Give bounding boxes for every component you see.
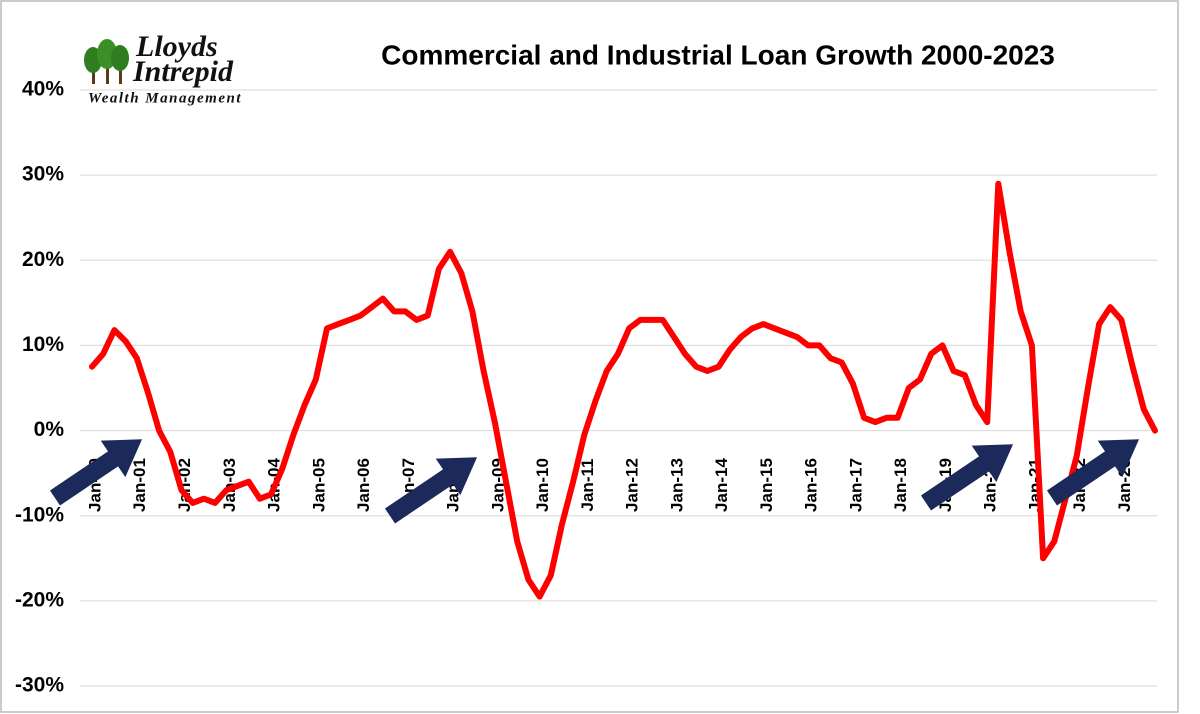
x-tick-label: Jan-03 (220, 458, 239, 512)
y-tick-label: 40% (22, 78, 64, 101)
logo-text: Intrepid (132, 55, 234, 88)
y-tick-label: -30% (15, 674, 64, 697)
x-tick-label: Jan-15 (757, 458, 776, 512)
data-line (89, 180, 1158, 600)
x-tick-label: Jan-16 (802, 458, 821, 512)
x-tick-label: Jan-11 (578, 459, 597, 512)
chart-title: Commercial and Industrial Loan Growth 20… (381, 39, 1055, 70)
x-tick-label: Jan-18 (891, 458, 910, 512)
x-tick-label: Jan-12 (623, 458, 642, 512)
logo-text: Wealth Management (88, 90, 242, 106)
arrow (384, 457, 478, 524)
x-tick-label: Jan-01 (130, 458, 149, 512)
x-tick-label: Jan-14 (712, 458, 731, 512)
logo-text: Lloyds (135, 30, 218, 63)
y-tick-label: 20% (22, 248, 64, 271)
x-tick-label: Jan-05 (309, 458, 328, 512)
y-tick-label: 10% (22, 333, 64, 356)
x-tick-label: Jan-10 (533, 458, 552, 512)
y-tick-label: 0% (34, 418, 65, 441)
y-tick-label: 30% (22, 163, 64, 186)
logo-trees (84, 39, 129, 84)
x-tick-label: Jan-06 (354, 458, 373, 512)
x-tick-label: Jan-13 (667, 458, 686, 512)
arrow (1046, 439, 1140, 506)
arrow (920, 444, 1014, 511)
arrows (49, 439, 1140, 524)
x-tick-label: Jan-17 (846, 458, 865, 512)
y-tick-label: -10% (15, 503, 64, 526)
arrow (49, 439, 143, 506)
y-tick-label: -20% (15, 588, 64, 611)
logo: Lloyds Intrepid Wealth Management (84, 30, 242, 106)
